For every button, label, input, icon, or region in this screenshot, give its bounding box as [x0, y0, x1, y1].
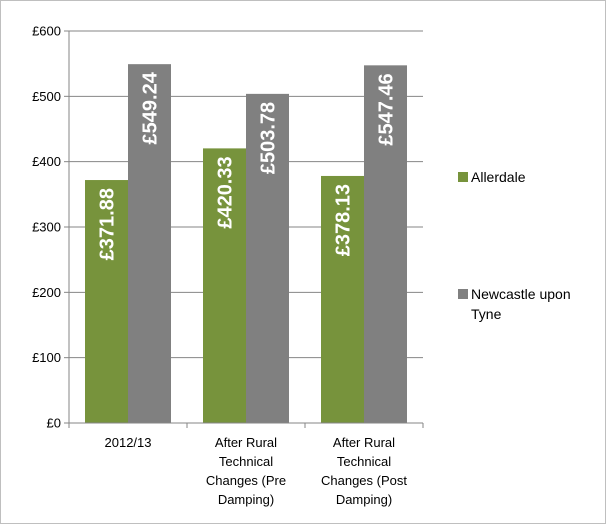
- legend-label: Allerdale: [471, 169, 526, 185]
- bar: [321, 175, 364, 423]
- axes: [64, 30, 424, 428]
- x-category-label: 2012/13: [105, 435, 152, 450]
- bar: [246, 93, 289, 423]
- x-category-label: Changes (Pre: [206, 473, 286, 488]
- data-label: £378.13: [333, 184, 355, 256]
- data-label: £420.33: [215, 156, 237, 228]
- data-label: £371.88: [97, 188, 119, 260]
- y-tick-label: £600: [32, 24, 61, 39]
- legend-swatch: [458, 289, 468, 299]
- legend-swatch: [458, 172, 468, 182]
- legend: Allerdale Newcastle upon Tyne: [458, 169, 571, 322]
- x-category-label: Technical: [337, 454, 391, 469]
- y-tick-label: £400: [32, 154, 61, 169]
- y-tick-label: £500: [32, 89, 61, 104]
- x-category-labels: 2012/13 After Rural Technical Changes (Pre D…: [105, 435, 408, 507]
- bar: [85, 180, 128, 423]
- bars: [85, 64, 407, 423]
- y-tick-label: £0: [47, 416, 61, 431]
- bar: [128, 64, 171, 423]
- data-label: £547.46: [376, 73, 398, 145]
- y-tick-labels: £0 £100 £200 £300 £400 £500 £600: [32, 24, 61, 431]
- x-category-label: Technical: [219, 454, 273, 469]
- y-tick-label: £300: [32, 220, 61, 235]
- bar: [364, 65, 407, 423]
- data-label: £503.78: [258, 102, 280, 174]
- y-tick-label: £100: [32, 350, 61, 365]
- legend-label: Newcastle upon: [471, 286, 571, 302]
- x-category-label: After Rural: [333, 435, 395, 450]
- bar: [203, 148, 246, 423]
- x-category-label: Changes (Post: [321, 473, 407, 488]
- y-tick-label: £200: [32, 285, 61, 300]
- legend-label: Tyne: [471, 306, 502, 322]
- x-category-label: Damping): [336, 492, 392, 507]
- x-category-label: After Rural: [215, 435, 277, 450]
- data-labels: £371.88 £549.24 £420.33 £503.78 £378.13 £547.…: [97, 71, 398, 260]
- data-label: £549.24: [140, 71, 162, 144]
- x-category-label: Damping): [218, 492, 274, 507]
